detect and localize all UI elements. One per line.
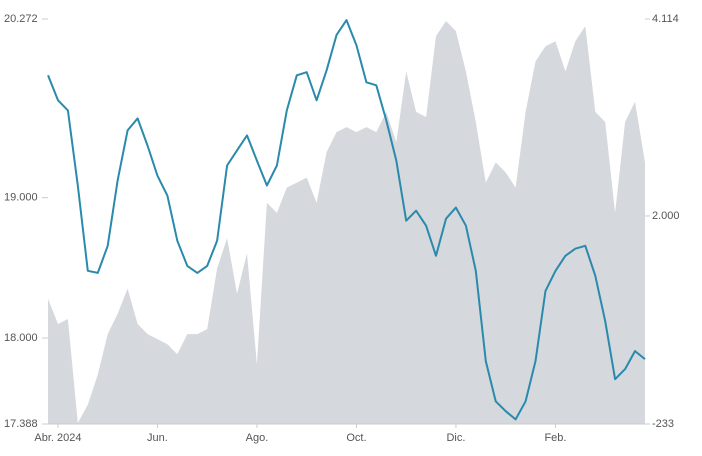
- x-tick-label: Oct.: [346, 432, 366, 444]
- x-tick-label: Ago.: [246, 432, 269, 444]
- y2-tick-label: 2.000: [652, 210, 680, 222]
- y-tick-label: 20.272: [4, 13, 38, 25]
- x-tick-label: Dic.: [446, 432, 465, 444]
- y2-tick-label: -233: [652, 418, 674, 430]
- y-tick-label: 19.000: [4, 192, 38, 204]
- line: [47, 19, 646, 421]
- x-tick-label: Jun.: [147, 432, 168, 444]
- y-tick-label: 17.388: [4, 418, 38, 430]
- y2-tick-label: 4.114: [652, 13, 679, 25]
- x-tick-label: Abr. 2024: [34, 432, 81, 444]
- area: [48, 21, 645, 424]
- y-tick-label: 18.000: [4, 332, 38, 344]
- x-tick-label: Feb.: [544, 432, 566, 444]
